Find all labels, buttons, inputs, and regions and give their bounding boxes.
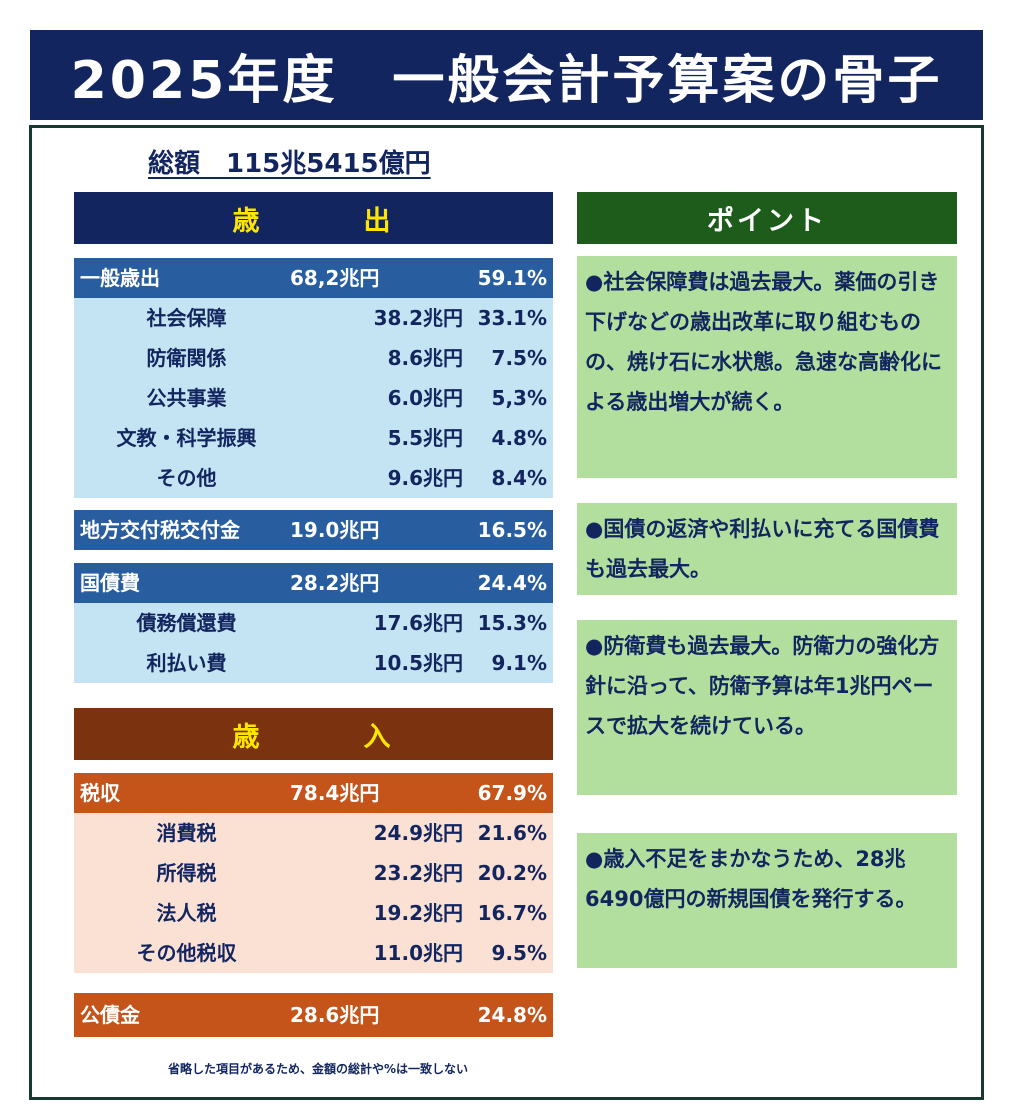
points-header: ポイント <box>577 192 957 244</box>
row-label: 法人税 <box>156 901 217 925</box>
row-percent: 4.8% <box>491 426 547 450</box>
row-amount: 5.5兆円 <box>387 426 463 450</box>
debt-service-block: 国債費 28.2兆円 24.4% 債務償還費 17.6兆円 15.3% 利払い費… <box>74 563 553 683</box>
page-title: 2025年度 一般会計予算案の骨子 <box>30 30 983 120</box>
row-amount: 17.6兆円 <box>373 611 463 635</box>
row-amount: 28.2兆円 <box>290 571 380 595</box>
table-row-main: 地方交付税交付金 19.0兆円 16.5% <box>74 510 553 550</box>
table-row-main: 一般歳出 68,2兆円 59.1% <box>74 258 553 298</box>
expenditure-header-left: 歳 <box>232 205 264 237</box>
row-amount: 10.5兆円 <box>373 651 463 675</box>
row-percent: 67.9% <box>477 781 547 805</box>
row-label: 所得税 <box>156 861 217 885</box>
row-percent: 8.4% <box>491 466 547 490</box>
general-expenditure-block: 一般歳出 68,2兆円 59.1% 社会保障 38.2兆円 33.1% 防衛関係… <box>74 258 553 498</box>
table-row: 公共事業 6.0兆円 5,3% <box>74 378 553 418</box>
row-percent: 33.1% <box>477 306 547 330</box>
table-row: 法人税 19.2兆円 16.7% <box>74 893 553 933</box>
row-label: 防衛関係 <box>146 346 227 370</box>
expenditure-header-right: 出 <box>363 205 395 237</box>
row-percent: 24.4% <box>477 571 547 595</box>
row-label: その他税収 <box>136 941 237 965</box>
total-amount: 総額 115兆5415億円 <box>148 149 431 179</box>
row-amount: 19.0兆円 <box>290 518 380 542</box>
row-percent: 16.5% <box>477 518 547 542</box>
row-percent: 9.5% <box>491 941 547 965</box>
footnote: 省略した項目があるため、金額の総計や%は一致しない <box>168 1062 469 1076</box>
row-percent: 7.5% <box>491 346 547 370</box>
table-row: 所得税 23.2兆円 20.2% <box>74 853 553 893</box>
row-percent: 9.1% <box>491 651 547 675</box>
row-label: 一般歳出 <box>80 266 160 290</box>
row-amount: 19.2兆円 <box>373 901 463 925</box>
point-item: ●防衛費も過去最大。防衛力の強化方針に沿って、防衛予算は年1兆円ペースで拡大を続… <box>577 620 957 795</box>
row-label: 債務償還費 <box>136 611 237 635</box>
table-row: 消費税 24.9兆円 21.6% <box>74 813 553 853</box>
row-amount: 11.0兆円 <box>373 941 463 965</box>
table-row: 債務償還費 17.6兆円 15.3% <box>74 603 553 643</box>
row-percent: 16.7% <box>477 901 547 925</box>
table-row: 利払い費 10.5兆円 9.1% <box>74 643 553 683</box>
row-label: 消費税 <box>156 821 217 845</box>
table-row: その他税収 11.0兆円 9.5% <box>74 933 553 973</box>
row-label: 税収 <box>80 781 120 805</box>
row-percent: 21.6% <box>477 821 547 845</box>
row-amount: 28.6兆円 <box>290 1003 380 1027</box>
table-row: 文教・科学振興 5.5兆円 4.8% <box>74 418 553 458</box>
row-label: 地方交付税交付金 <box>80 518 240 542</box>
row-amount: 78.4兆円 <box>290 781 380 805</box>
row-amount: 38.2兆円 <box>373 306 463 330</box>
row-label: 文教・科学振興 <box>116 426 257 450</box>
expenditure-header: 歳 出 <box>74 192 553 244</box>
row-percent: 5,3% <box>491 386 547 410</box>
point-item: ●国債の返済や利払いに充てる国債費も過去最大。 <box>577 503 957 595</box>
row-percent: 15.3% <box>477 611 547 635</box>
tax-revenue-block: 税収 78.4兆円 67.9% 消費税 24.9兆円 21.6% 所得税 23.… <box>74 773 553 973</box>
table-row-main: 公債金 28.6兆円 24.8% <box>74 993 553 1037</box>
table-row: その他 9.6兆円 8.4% <box>74 458 553 498</box>
row-percent: 59.1% <box>477 266 547 290</box>
row-label: 社会保障 <box>146 306 227 330</box>
row-amount: 68,2兆円 <box>290 266 380 290</box>
row-label: 公債金 <box>80 1003 140 1027</box>
point-item: ●社会保障費は過去最大。薬価の引き下げなどの歳出改革に取り組むものの、焼け石に水… <box>577 256 957 478</box>
revenue-header-right: 入 <box>363 721 395 753</box>
table-row: 防衛関係 8.6兆円 7.5% <box>74 338 553 378</box>
row-amount: 8.6兆円 <box>387 346 463 370</box>
row-amount: 6.0兆円 <box>387 386 463 410</box>
table-row: 社会保障 38.2兆円 33.1% <box>74 298 553 338</box>
row-label: 公共事業 <box>146 386 227 410</box>
table-row-main: 国債費 28.2兆円 24.4% <box>74 563 553 603</box>
revenue-header-left: 歳 <box>232 721 264 753</box>
row-label: 国債費 <box>80 571 140 595</box>
row-label: その他 <box>156 466 217 490</box>
local-allocation-block: 地方交付税交付金 19.0兆円 16.5% <box>74 510 553 550</box>
row-label: 利払い費 <box>146 651 227 675</box>
row-percent: 24.8% <box>477 1003 547 1027</box>
row-percent: 20.2% <box>477 861 547 885</box>
table-row-main: 税収 78.4兆円 67.9% <box>74 773 553 813</box>
point-item: ●歳入不足をまかなうため、28兆6490億円の新規国債を発行する。 <box>577 833 957 968</box>
row-amount: 23.2兆円 <box>373 861 463 885</box>
revenue-header: 歳 入 <box>74 708 553 760</box>
public-bond-block: 公債金 28.6兆円 24.8% <box>74 993 553 1037</box>
row-amount: 24.9兆円 <box>373 821 463 845</box>
row-amount: 9.6兆円 <box>387 466 463 490</box>
